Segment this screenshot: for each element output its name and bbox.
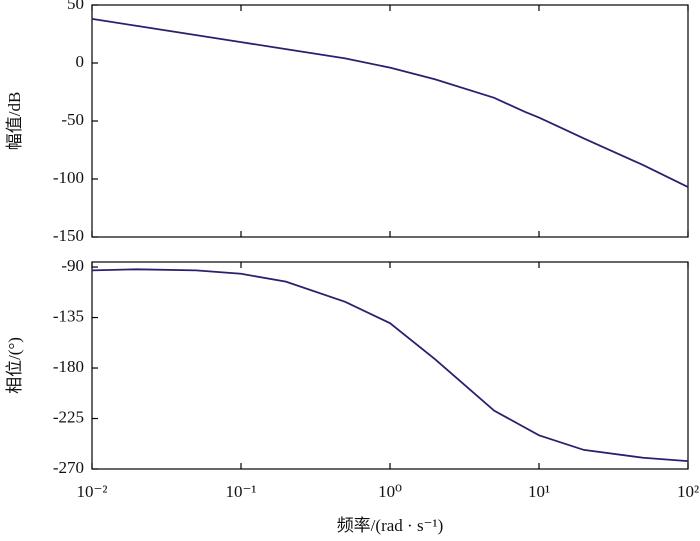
y-tick-label: -180 [53,357,84,376]
plot-frame [91,4,689,238]
plot-frame [91,261,689,470]
y-tick-label: -150 [53,226,84,245]
x-axis-label: 频率/(rad · s⁻¹) [337,516,444,535]
y-tick-label: -270 [53,458,84,477]
x-tick-label: 10⁻¹ [225,482,256,501]
x-tick-label: 10⁰ [378,482,402,501]
curve [91,18,689,188]
curve [91,268,689,463]
y-tick-label: 50 [67,0,84,13]
x-tick-label: 10² [677,482,699,501]
y-tick-label: -50 [61,110,84,129]
y-tick-label: -100 [53,168,84,187]
x-tick-label: 10⁻² [76,482,107,501]
y-tick-label: -225 [53,407,84,426]
x-tick-label: 10¹ [528,482,550,501]
y-tick-label: 0 [76,52,85,71]
y-tick-label: -135 [53,306,84,325]
y-axis-label: 相位/(°) [5,337,24,394]
y-tick-label: -90 [61,256,84,275]
y-axis-label: 幅值/dB [5,92,24,151]
